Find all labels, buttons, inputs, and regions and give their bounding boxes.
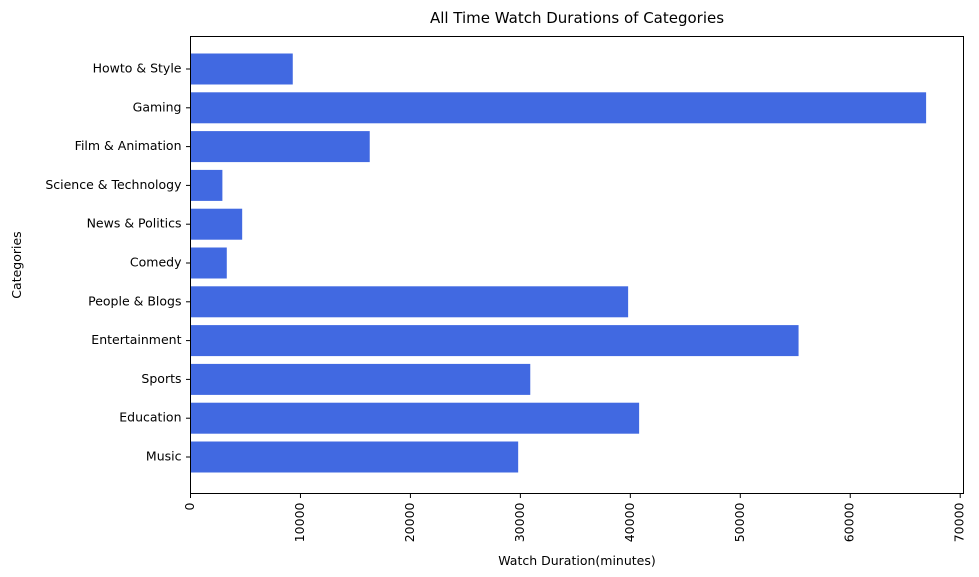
x-tick-label-30000: 30000	[512, 502, 527, 542]
chart-title: All Time Watch Durations of Categories	[430, 9, 724, 27]
x-tick-labels: 0 10000 20000 30000 40000 50000 60000 70000	[182, 493, 967, 542]
y-tick-label-news-and-politics: News & Politics	[87, 216, 182, 231]
bar-comedy	[190, 247, 227, 279]
bar-people-and-blogs	[190, 286, 629, 318]
x-tick-label-60000: 60000	[842, 502, 857, 542]
bar-gaming	[190, 92, 927, 124]
y-tick-label-science-and-technology: Science & Technology	[45, 177, 182, 192]
x-tick-label-70000: 70000	[952, 502, 967, 542]
y-tick-label-gaming: Gaming	[133, 99, 182, 114]
y-tick-labels: Music Education Sports Entertainment People …	[45, 61, 191, 464]
x-tick-label-0: 0	[182, 502, 197, 510]
bar-film-and-animation	[190, 131, 370, 163]
x-tick-label-50000: 50000	[732, 502, 747, 542]
bar-news-and-politics	[190, 208, 243, 240]
bar-howto-and-style	[190, 53, 293, 85]
bar-entertainment	[190, 325, 799, 357]
x-tick-label-10000: 10000	[292, 502, 307, 542]
x-axis-label: Watch Duration(minutes)	[498, 553, 656, 568]
x-tick-label-40000: 40000	[622, 502, 637, 542]
y-tick-label-howto-and-style: Howto & Style	[93, 61, 182, 76]
x-tick-label-20000: 20000	[402, 502, 417, 542]
axes-frame	[190, 36, 964, 494]
bars-group	[190, 53, 927, 473]
bar-education	[190, 402, 640, 434]
bar-sports	[190, 363, 531, 395]
y-tick-label-people-and-blogs: People & Blogs	[88, 293, 181, 308]
y-tick-label-entertainment: Entertainment	[91, 332, 181, 347]
y-tick-label-music: Music	[146, 449, 182, 464]
bar-music	[190, 441, 519, 473]
y-tick-label-education: Education	[119, 410, 181, 425]
y-tick-label-sports: Sports	[141, 371, 181, 386]
y-axis-label: Categories	[9, 231, 24, 298]
bar-science-and-technology	[190, 169, 223, 201]
y-tick-label-film-and-animation: Film & Animation	[75, 138, 182, 153]
y-tick-label-comedy: Comedy	[130, 255, 182, 270]
